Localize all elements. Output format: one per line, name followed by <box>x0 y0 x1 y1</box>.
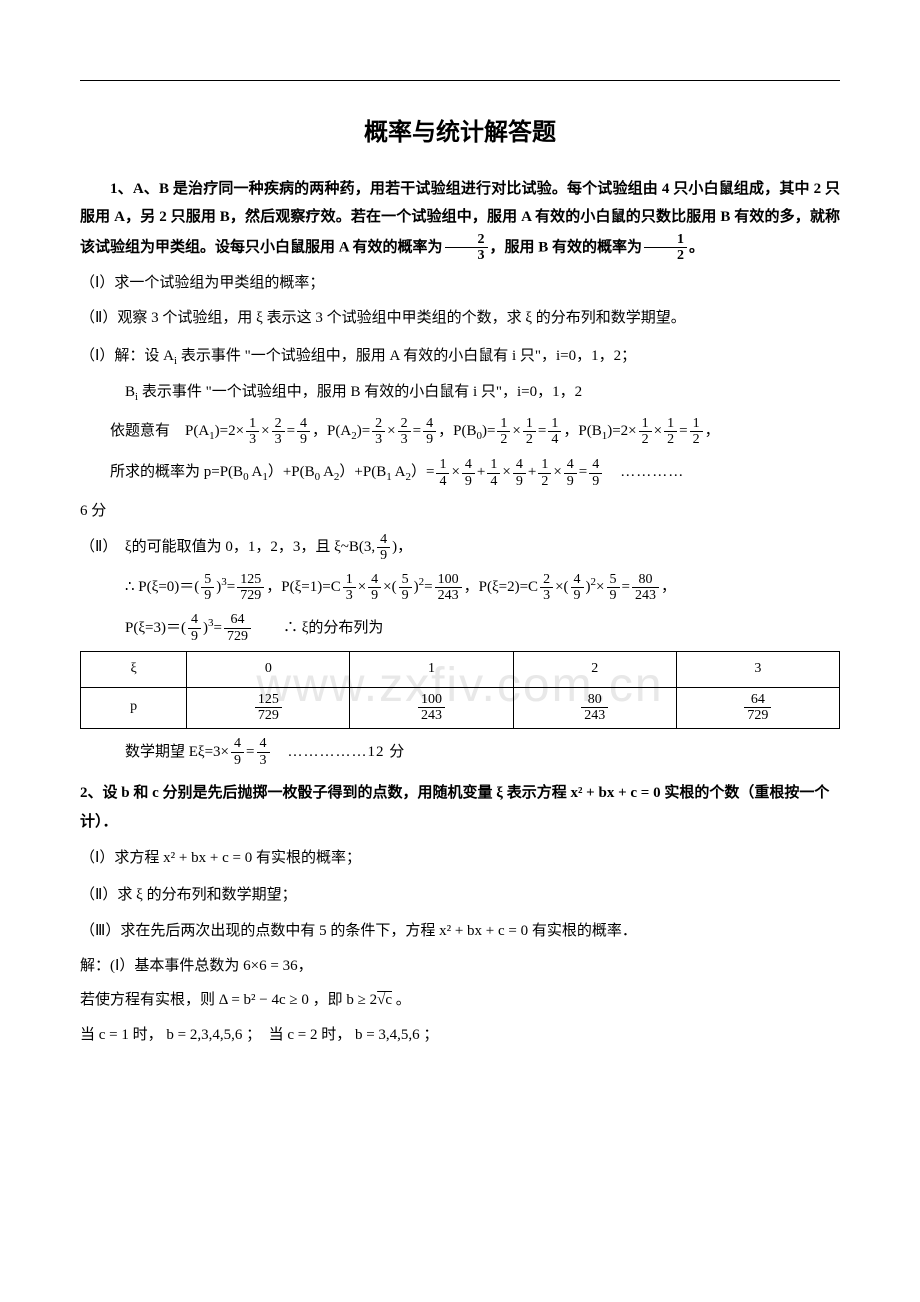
table-cell: 0 <box>187 652 350 688</box>
q1-part2: （Ⅱ）观察 3 个试验组，用 ξ 表示这 3 个试验组中甲类组的个数，求 ξ 的… <box>80 304 840 333</box>
table-cell: ξ <box>81 652 187 688</box>
q1-sol-pxi3: P(ξ=3)＝(49)3=64729 ∴ ξ的分布列为 <box>80 611 840 646</box>
q1-sol-p: 所求的概率为 p=P(B0 A1）+P(B0 A2）+P(B1 A2）=14×4… <box>80 455 840 490</box>
q1-sol-pa: 依题意有 P(A1)=2×13×23=49，P(A2)=23×23=49，P(B… <box>80 414 840 449</box>
q1-part1: （Ⅰ）求一个试验组为甲类组的概率； <box>80 269 840 298</box>
q2-part3: （Ⅲ）求在先后两次出现的点数中有 5 的条件下，方程 x² + bx + c =… <box>80 917 840 946</box>
q1-sol-ii: （Ⅱ） ξ的可能取值为 0，1，2，3，且 ξ~B(3,49)， <box>80 531 840 564</box>
table-cell: 1 <box>350 652 513 688</box>
q2-part2: （Ⅱ）求 ξ 的分布列和数学期望； <box>80 881 840 910</box>
q1-marks-6: 6 分 <box>80 497 840 526</box>
table-cell: 64729 <box>676 687 839 728</box>
q1-pB-frac: 12 <box>644 232 687 264</box>
q1-sol-line1: （Ⅰ）解：设 Ai 表示事件 "一个试验组中，服用 A 有效的小白鼠有 i 只"… <box>80 342 840 372</box>
table-row: p 125729 100243 80243 64729 <box>81 687 840 728</box>
q2-intro: 2、设 b 和 c 分别是先后抛掷一枚骰子得到的点数，用随机变量 ξ 表示方程 … <box>80 779 840 836</box>
top-rule <box>80 80 840 81</box>
table-cell: 125729 <box>187 687 350 728</box>
table-cell: 80243 <box>513 687 676 728</box>
table-cell: 100243 <box>350 687 513 728</box>
table-cell: 2 <box>513 652 676 688</box>
q1-sol-pxi: ∴ P(ξ=0)＝(59)3=125729，P(ξ=1)=C13×49×(59)… <box>80 570 840 605</box>
page-title: 概率与统计解答题 <box>80 111 840 157</box>
q1-sol-line1b: Bi 表示事件 "一个试验组中，服用 B 有效的小白鼠有 i 只"，i=0，1，… <box>80 378 840 408</box>
q2-sol2: 若使方程有实根，则 Δ = b² − 4c ≥ 0 ，即 b ≥ 2√c 。 <box>80 986 840 1015</box>
q1-intro-text-2: ，服用 B 有效的概率为 <box>490 239 643 255</box>
q1-pA-frac: 23 <box>445 232 488 264</box>
q1-expectation: 数学期望 Eξ=3×49=43 ……………12 分 <box>80 735 840 770</box>
table-row: ξ 0 1 2 3 <box>81 652 840 688</box>
q2-sol1: 解：(Ⅰ）基本事件总数为 6×6 = 36， <box>80 952 840 981</box>
q2-sol3: 当 c = 1 时， b = 2,3,4,5,6 ； 当 c = 2 时， b … <box>80 1021 840 1050</box>
distribution-table: ξ 0 1 2 3 p 125729 100243 80243 64729 <box>80 651 840 728</box>
q2-part1: （Ⅰ）求方程 x² + bx + c = 0 有实根的概率； <box>80 844 840 873</box>
table-cell: 3 <box>676 652 839 688</box>
q1-intro: 1、A、B 是治疗同一种疾病的两种药，用若干试验组进行对比试验。每个试验组由 4… <box>80 175 840 264</box>
q1-intro-text-3: 。 <box>689 239 704 255</box>
table-cell: p <box>81 687 187 728</box>
